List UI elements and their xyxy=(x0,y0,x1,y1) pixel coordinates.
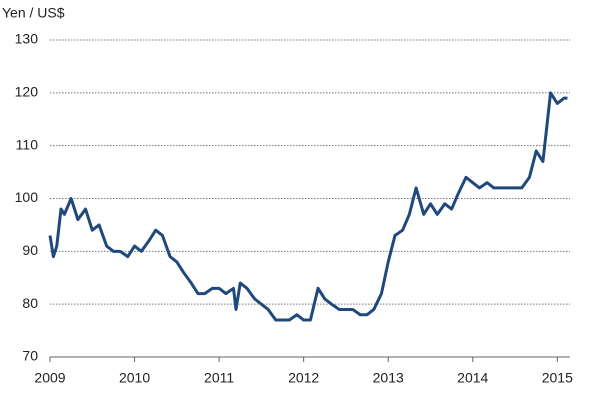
x-tick-label: 2011 xyxy=(204,370,234,386)
y-tick-label: 120 xyxy=(15,84,39,100)
x-tick-label: 2010 xyxy=(119,370,150,386)
y-tick-label: 80 xyxy=(22,295,38,311)
y-tick-label: 70 xyxy=(22,348,38,364)
x-tick-label: 2015 xyxy=(542,370,573,386)
x-tick-label: 2012 xyxy=(288,370,319,386)
y-tick-label: 110 xyxy=(16,136,39,152)
y-tick-label: 100 xyxy=(15,189,39,205)
y-tick-label: 90 xyxy=(22,242,38,258)
series-line xyxy=(48,91,568,322)
x-tick-label: 2009 xyxy=(34,370,65,386)
y-tick-label: 130 xyxy=(15,31,39,47)
x-tick-label: 2013 xyxy=(373,370,404,386)
chart-title: Yen / US$ xyxy=(2,5,65,21)
x-tick-label: 2014 xyxy=(457,370,488,386)
